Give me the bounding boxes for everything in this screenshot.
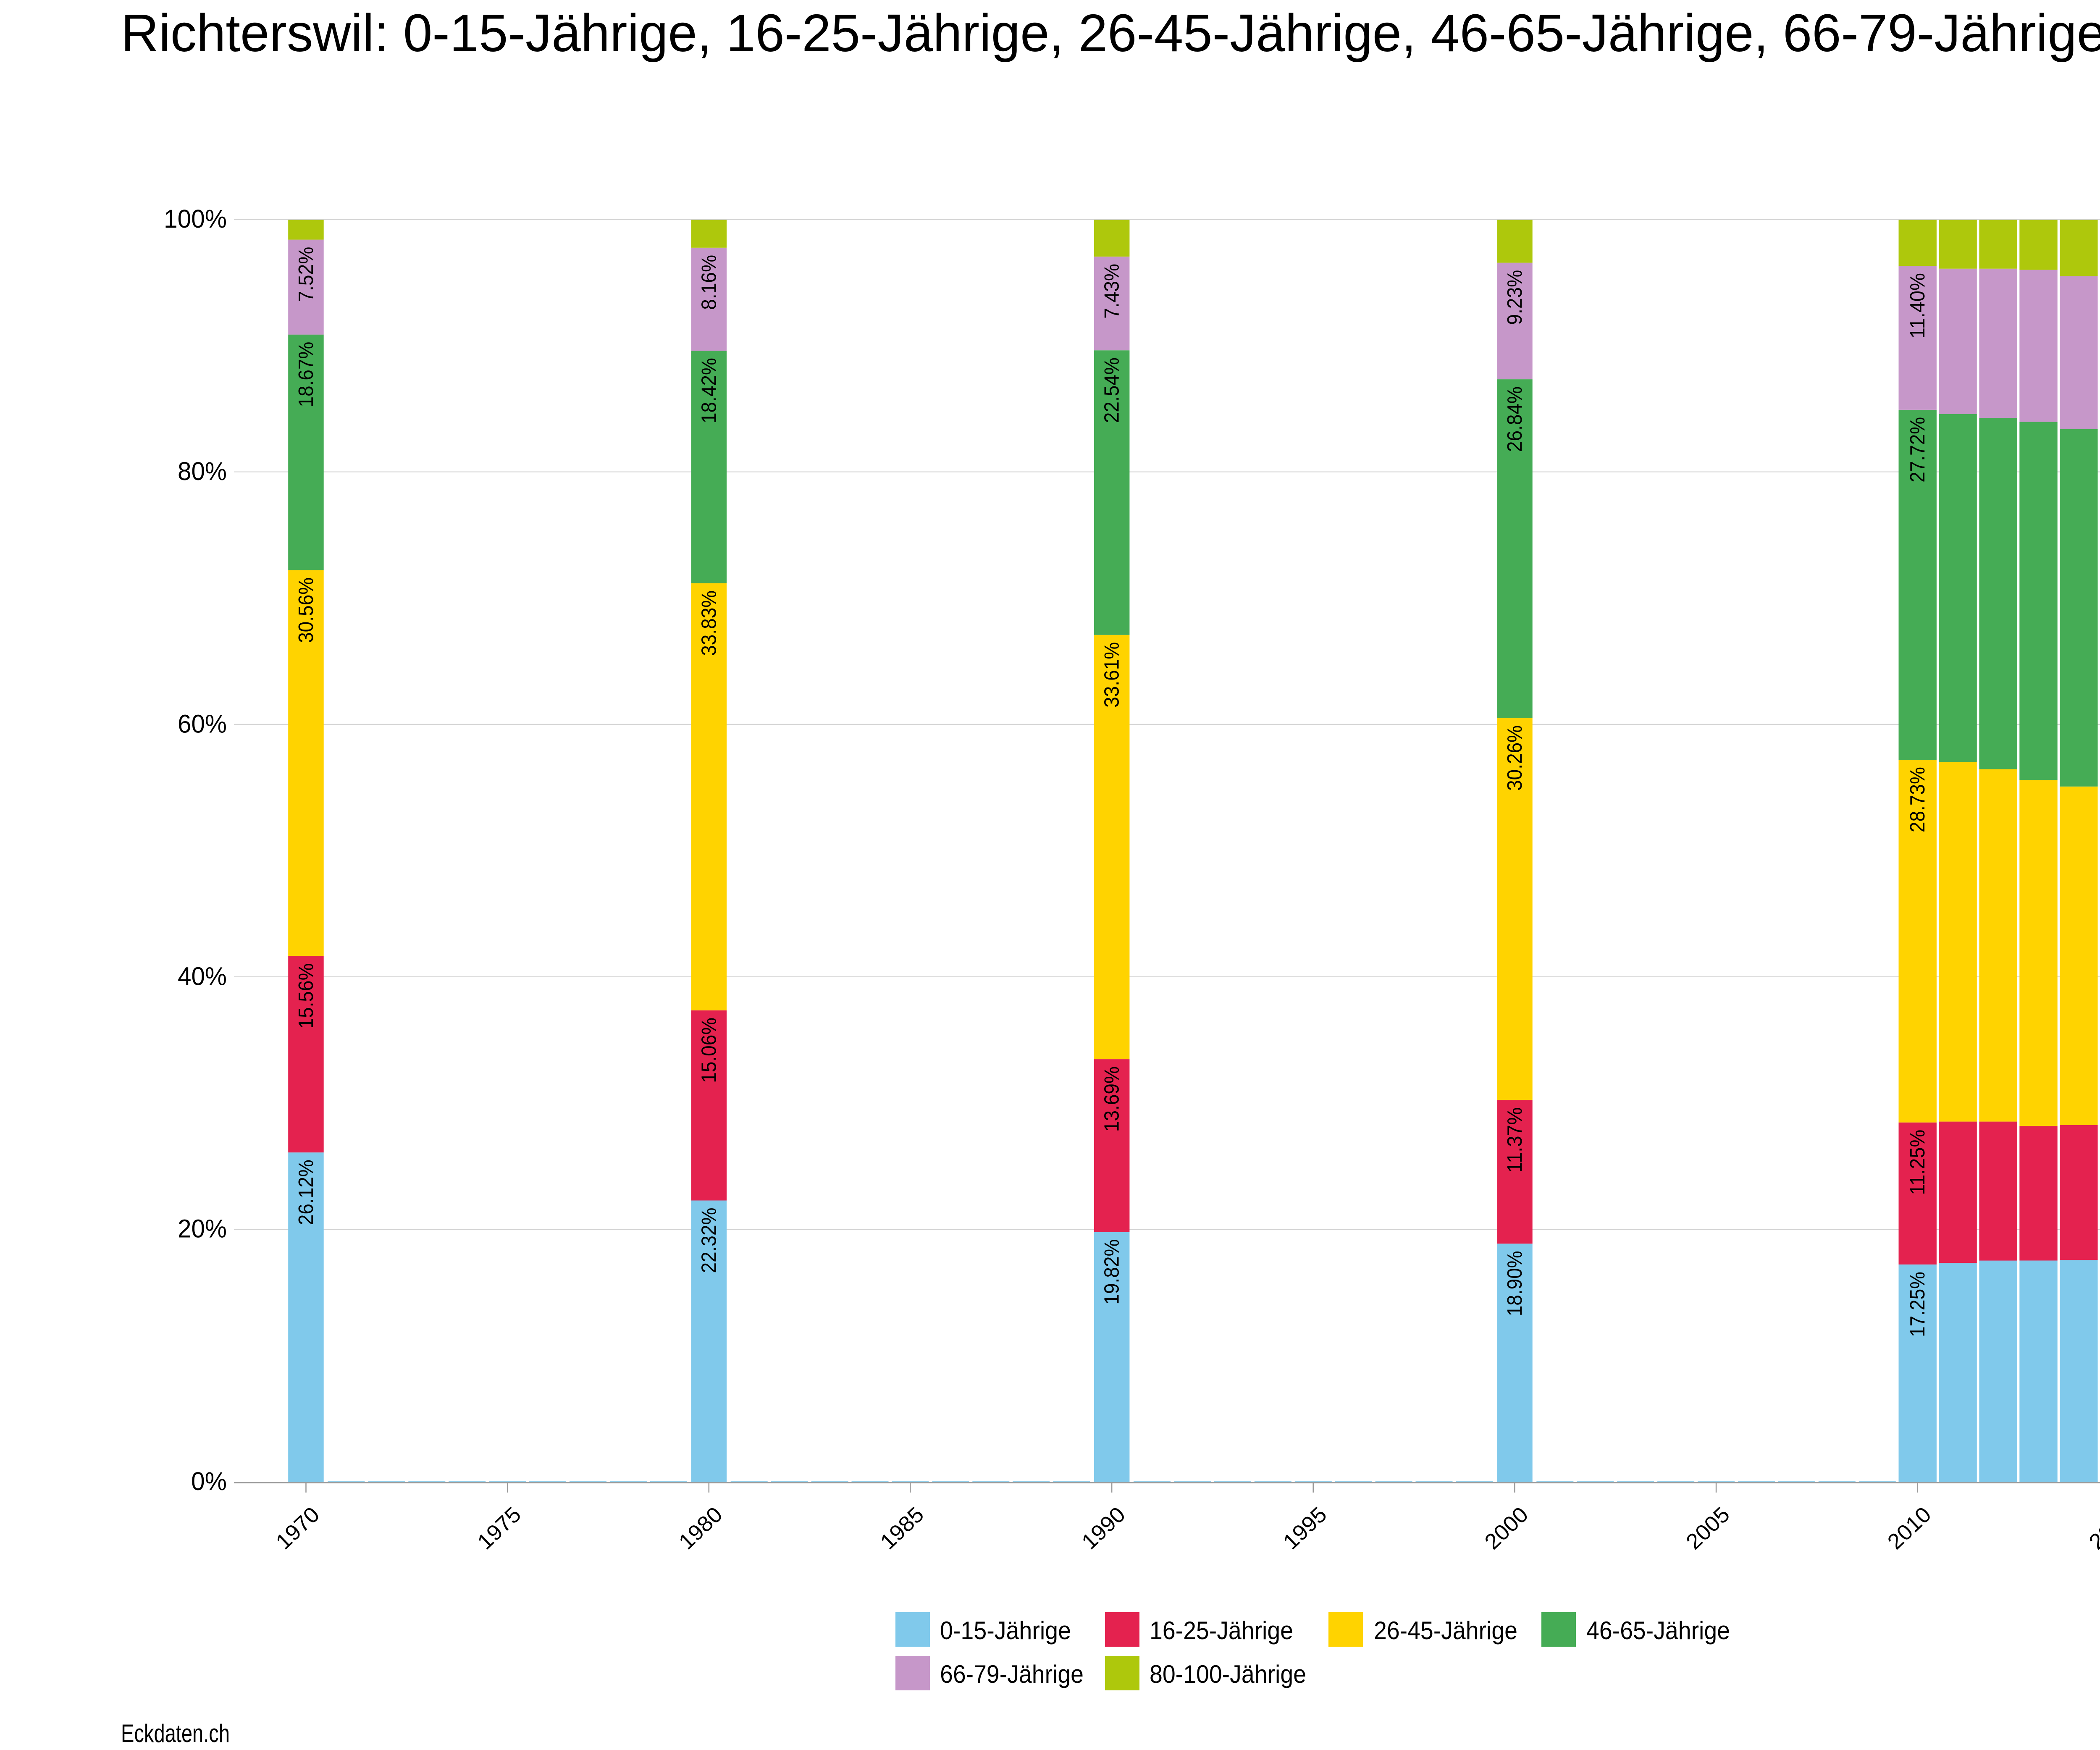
svg-text:27.72%: 27.72% bbox=[1906, 417, 1929, 483]
svg-text:26.12%: 26.12% bbox=[295, 1160, 318, 1225]
svg-text:8.16%: 8.16% bbox=[698, 255, 720, 310]
svg-text:11.40%: 11.40% bbox=[1906, 273, 1929, 338]
svg-text:46-65-Jährige: 46-65-Jährige bbox=[1586, 1616, 1730, 1645]
svg-text:66-79-Jährige: 66-79-Jährige bbox=[940, 1660, 1084, 1688]
svg-text:15.06%: 15.06% bbox=[698, 1018, 720, 1083]
svg-text:13.69%: 13.69% bbox=[1101, 1066, 1124, 1132]
svg-text:100%: 100% bbox=[164, 205, 227, 233]
svg-text:22.32%: 22.32% bbox=[698, 1208, 720, 1273]
svg-text:30.56%: 30.56% bbox=[295, 577, 318, 643]
svg-text:18.90%: 18.90% bbox=[1504, 1251, 1526, 1316]
svg-text:22.54%: 22.54% bbox=[1101, 357, 1124, 423]
svg-text:0%: 0% bbox=[191, 1467, 227, 1496]
svg-text:7.52%: 7.52% bbox=[295, 247, 318, 302]
svg-text:20%: 20% bbox=[178, 1215, 227, 1243]
svg-text:15.56%: 15.56% bbox=[295, 963, 318, 1029]
svg-text:Richterswil: 0-15-Jährige, 16-: Richterswil: 0-15-Jährige, 16-25-Jährige… bbox=[121, 3, 2100, 63]
svg-text:26-45-Jährige: 26-45-Jährige bbox=[1374, 1616, 1517, 1645]
svg-text:80-100-Jährige: 80-100-Jährige bbox=[1150, 1660, 1306, 1688]
svg-text:33.83%: 33.83% bbox=[698, 590, 720, 656]
svg-text:11.37%: 11.37% bbox=[1504, 1107, 1526, 1173]
svg-text:11.25%: 11.25% bbox=[1906, 1130, 1929, 1195]
svg-text:33.61%: 33.61% bbox=[1101, 642, 1124, 708]
svg-text:28.73%: 28.73% bbox=[1906, 767, 1929, 832]
svg-text:18.67%: 18.67% bbox=[295, 342, 318, 407]
svg-text:19.82%: 19.82% bbox=[1101, 1239, 1124, 1305]
svg-text:18.42%: 18.42% bbox=[698, 358, 720, 423]
svg-text:7.43%: 7.43% bbox=[1101, 264, 1124, 319]
svg-text:40%: 40% bbox=[178, 962, 227, 991]
svg-text:80%: 80% bbox=[178, 457, 227, 485]
svg-text:0-15-Jährige: 0-15-Jährige bbox=[940, 1616, 1071, 1645]
svg-text:17.25%: 17.25% bbox=[1906, 1272, 1929, 1337]
svg-text:16-25-Jährige: 16-25-Jährige bbox=[1150, 1616, 1293, 1645]
svg-text:60%: 60% bbox=[178, 709, 227, 738]
svg-text:9.23%: 9.23% bbox=[1504, 270, 1526, 325]
svg-text:30.26%: 30.26% bbox=[1504, 725, 1526, 791]
svg-text:Eckdaten.ch: Eckdaten.ch bbox=[121, 1719, 230, 1747]
svg-text:26.84%: 26.84% bbox=[1504, 386, 1526, 452]
